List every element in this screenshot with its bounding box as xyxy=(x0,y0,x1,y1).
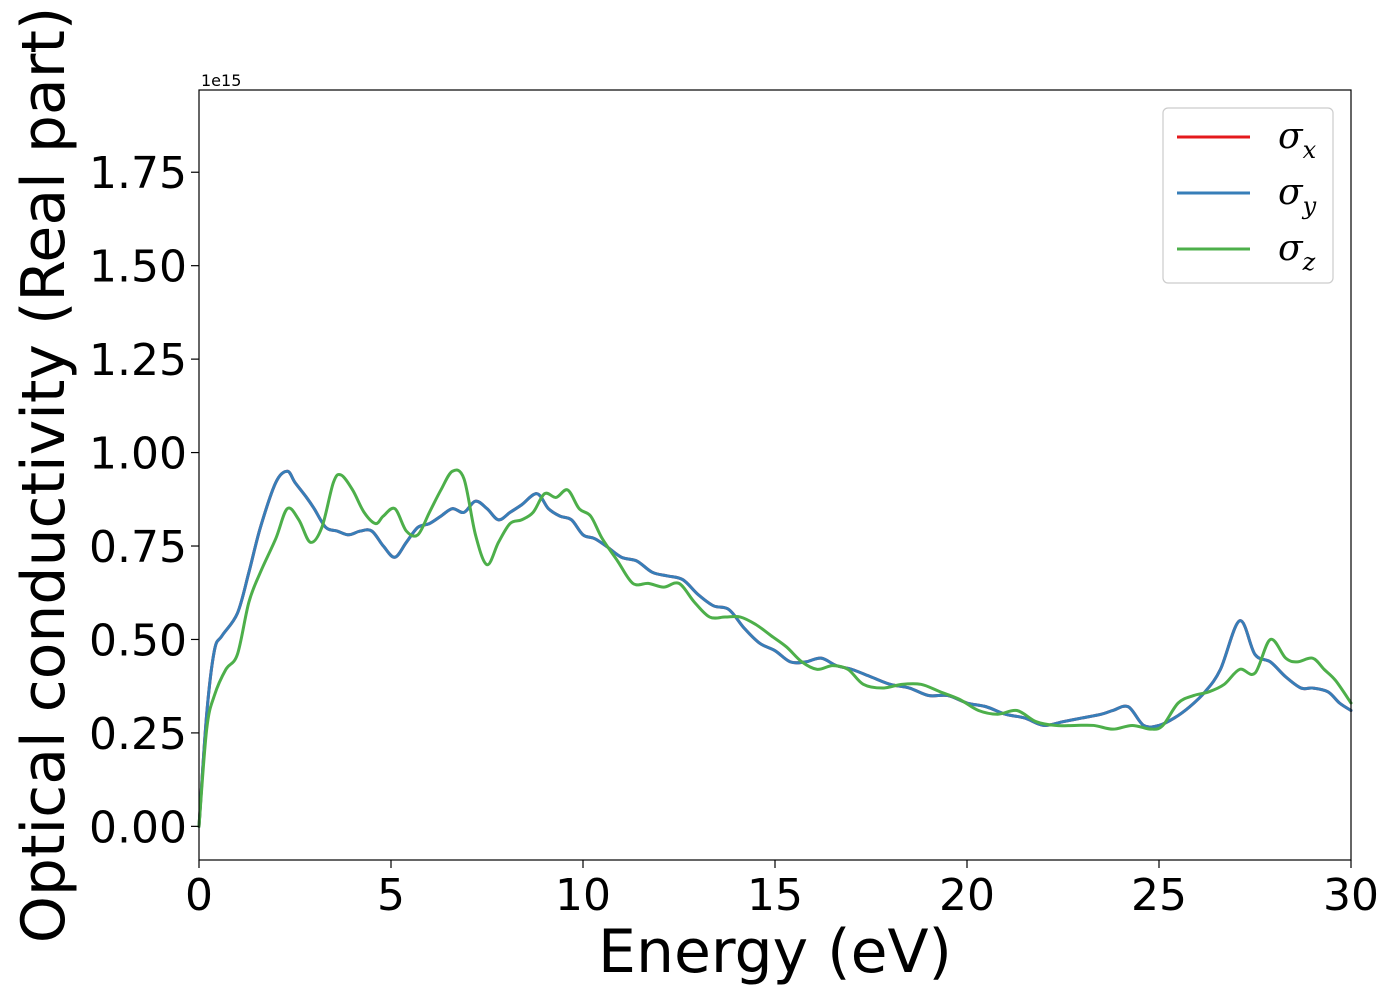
series-line-z xyxy=(197,468,1353,828)
x-tick-label: 15 xyxy=(747,870,803,921)
y-axis-ticks: 0.00 0.25 0.50 0.75 1.00 1.25 1.50 1.75 xyxy=(89,148,199,853)
x-tick-label: 0 xyxy=(185,870,213,921)
y-tick-label: 0.75 xyxy=(89,522,187,573)
x-tick-label: 30 xyxy=(1323,870,1379,921)
y-axis-title: Optical conductivity (Real part) xyxy=(9,7,79,944)
legend-box xyxy=(1162,107,1334,284)
y-tick-label: 0.00 xyxy=(89,802,187,853)
plot-lines xyxy=(197,468,1353,828)
y-tick-label: 1.25 xyxy=(89,335,187,386)
y-tick-label: 1.00 xyxy=(89,429,187,480)
series-line-y xyxy=(197,469,1353,828)
x-tick-label: 10 xyxy=(555,870,611,921)
y-tick-label: 1.75 xyxy=(89,148,187,199)
y-offset-label: 1e15 xyxy=(201,71,241,90)
y-tick-label: 0.25 xyxy=(89,709,187,760)
y-tick-label: 1.50 xyxy=(89,242,187,293)
x-axis-ticks: 0 5 10 15 20 25 30 xyxy=(185,860,1379,921)
x-tick-label: 20 xyxy=(939,870,995,921)
y-tick-label: 0.50 xyxy=(89,615,187,666)
x-tick-label: 5 xyxy=(377,870,405,921)
x-axis-title: Energy (eV) xyxy=(598,917,952,987)
x-tick-label: 25 xyxy=(1131,870,1187,921)
